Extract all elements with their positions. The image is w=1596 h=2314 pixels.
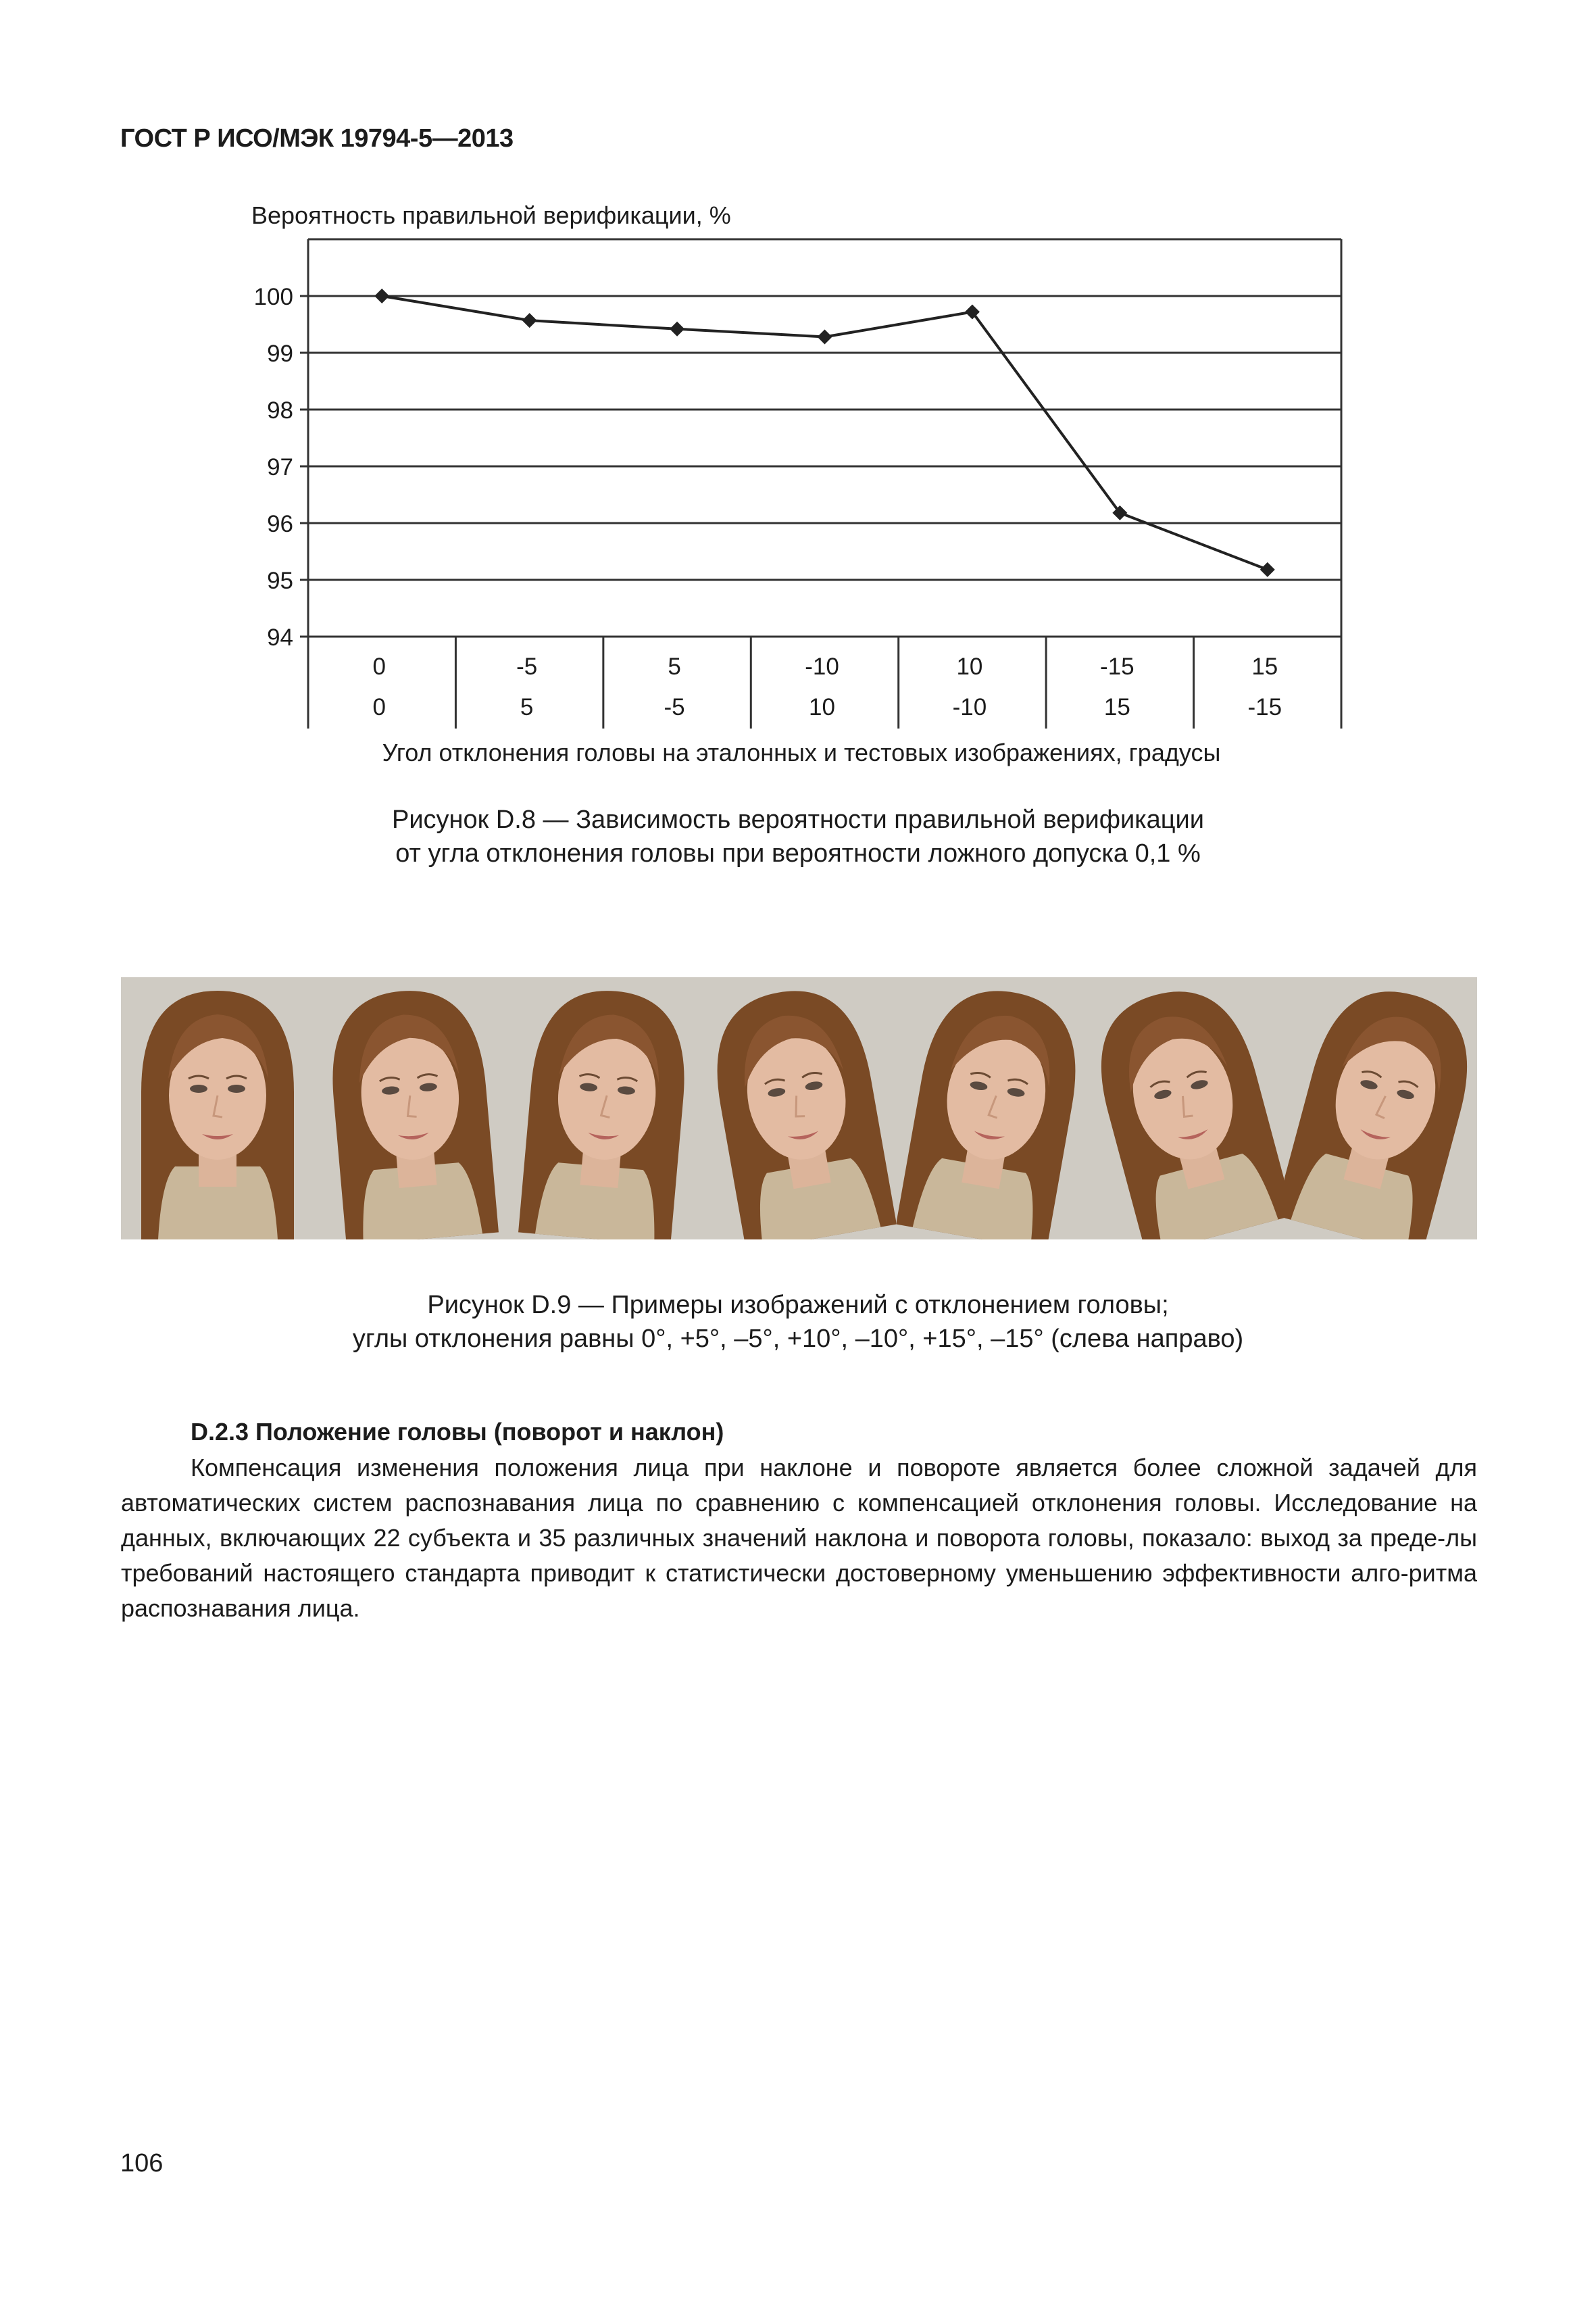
figure-d8-caption-line2: от угла отклонения головы при вероятност… xyxy=(395,839,1201,868)
section-title: D.2.3 Положение головы (поворот и наклон… xyxy=(191,1418,724,1446)
y-tick-label: 98 xyxy=(267,397,293,424)
document-header: ГОСТ Р ИСО/МЭК 19794-5—2013 xyxy=(120,124,514,153)
x-tick-label-test: 0 xyxy=(372,694,385,720)
x-tick-label-test: -5 xyxy=(664,694,685,720)
x-tick-label-reference: 0 xyxy=(372,654,385,680)
figure-d8-chart: 100 99 98 97 96 95 94 Вероятность правильной ве… xyxy=(0,0,1596,811)
x-tick-label-reference: 5 xyxy=(668,654,680,680)
head-tilt-portrait xyxy=(509,977,703,1239)
figure-d9-caption-line1: Рисунок D.9 — Примеры изображений с откл… xyxy=(427,1291,1169,1319)
data-point xyxy=(1112,505,1128,520)
y-axis-title: Вероятность правильной верификации, % xyxy=(251,201,731,229)
page-number: 106 xyxy=(120,2149,164,2177)
y-tick-label: 96 xyxy=(267,511,293,537)
x-tick-label-reference: 10 xyxy=(956,654,982,680)
head-tilt-portrait xyxy=(1091,977,1285,1239)
x-tick-label-test: 10 xyxy=(809,694,835,720)
data-point xyxy=(522,313,537,328)
data-point xyxy=(670,321,685,337)
data-point xyxy=(817,329,832,345)
head-tilt-photo-strip xyxy=(121,977,1477,1239)
x-tick-label-test: -15 xyxy=(1247,694,1282,720)
y-tick-label: 100 xyxy=(254,284,293,310)
y-tick-label: 95 xyxy=(267,568,293,594)
y-tick-label: 94 xyxy=(267,624,293,651)
head-tilt-portrait xyxy=(1285,977,1477,1239)
head-tilt-portrait xyxy=(703,977,897,1239)
x-tick-label-reference: -15 xyxy=(1100,654,1134,680)
head-tilt-portrait xyxy=(897,977,1091,1239)
x-tick-label-reference: 15 xyxy=(1251,654,1278,680)
x-tick-label-test: 15 xyxy=(1104,694,1130,720)
figure-d9-caption-line2: углы отклонения равны 0°, +5°, –5°, +10°… xyxy=(352,1325,1244,1353)
x-tick-label-test: -10 xyxy=(953,694,987,720)
x-axis-title: Угол отклонения головы на эталонных и те… xyxy=(382,739,1221,766)
x-tick-label-test: 5 xyxy=(520,694,533,720)
head-tilt-portrait xyxy=(121,977,315,1239)
y-tick-label: 99 xyxy=(267,341,293,367)
section-paragraph: Компенсация изменения положения лица при… xyxy=(121,1454,1477,1622)
y-tick-label: 97 xyxy=(267,454,293,481)
head-tilt-portrait xyxy=(315,977,509,1239)
x-tick-label-reference: -5 xyxy=(516,654,537,680)
data-point xyxy=(1260,562,1275,577)
data-point xyxy=(964,304,980,320)
data-point xyxy=(374,289,390,303)
figure-d8-caption-line1: Рисунок D.8 — Зависимость вероятности пр… xyxy=(391,806,1204,834)
x-tick-label-reference: -10 xyxy=(805,654,839,680)
